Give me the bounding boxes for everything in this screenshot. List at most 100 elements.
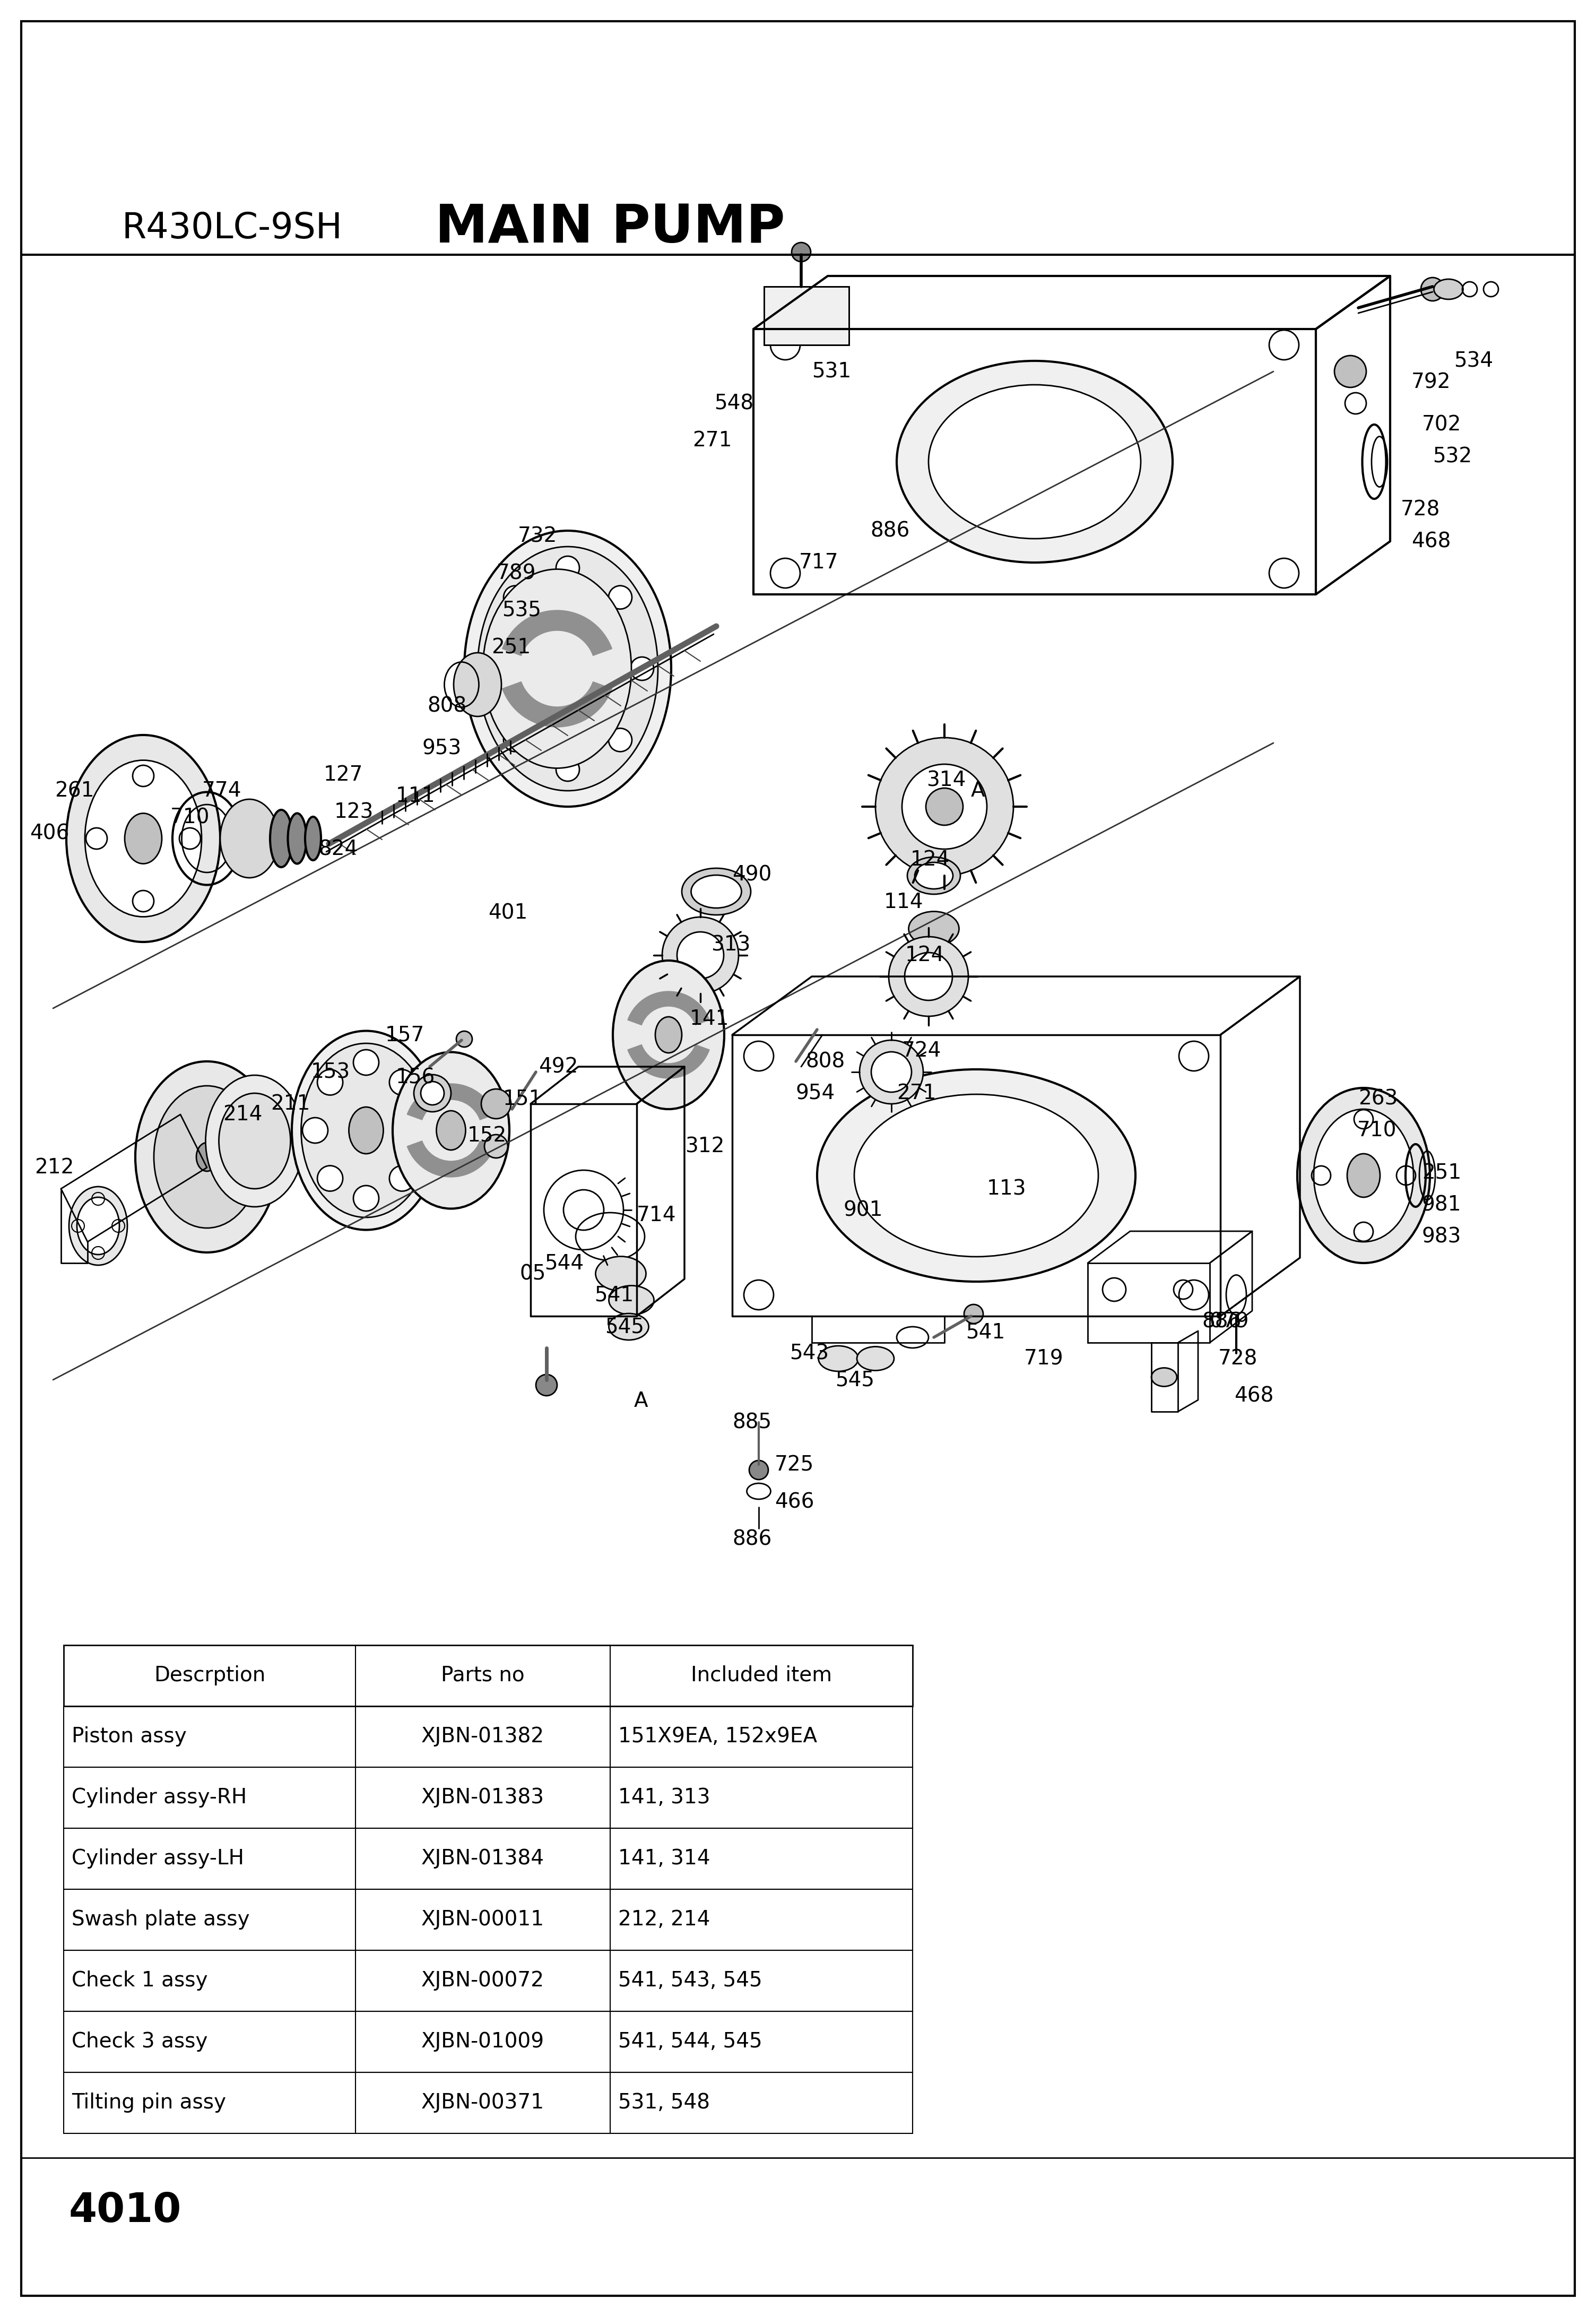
Text: Swash plate assy: Swash plate assy	[72, 1909, 249, 1930]
Text: 152: 152	[468, 1126, 506, 1147]
Circle shape	[1420, 278, 1444, 301]
Wedge shape	[407, 1084, 495, 1119]
Bar	[764, 287, 849, 345]
Circle shape	[749, 1460, 768, 1481]
Text: 732: 732	[517, 526, 557, 547]
Text: 792: 792	[1411, 373, 1451, 392]
Circle shape	[353, 1186, 378, 1212]
Text: 211: 211	[271, 1094, 310, 1114]
Circle shape	[1334, 355, 1366, 387]
Circle shape	[132, 765, 153, 785]
Ellipse shape	[270, 811, 292, 867]
Text: 774: 774	[201, 781, 241, 802]
Ellipse shape	[393, 1052, 509, 1209]
Circle shape	[179, 827, 201, 848]
Ellipse shape	[907, 857, 961, 894]
Text: 953: 953	[423, 739, 461, 758]
Wedge shape	[627, 992, 709, 1024]
Text: Included item: Included item	[691, 1666, 832, 1684]
Text: 124: 124	[910, 850, 950, 869]
Ellipse shape	[69, 1186, 128, 1265]
Text: 406: 406	[29, 823, 69, 843]
Text: XJBN-00371: XJBN-00371	[421, 2092, 544, 2113]
Text: 728: 728	[1218, 1348, 1258, 1369]
Bar	[64, 1645, 913, 1705]
Text: 05: 05	[520, 1263, 546, 1284]
Circle shape	[353, 1050, 378, 1075]
Circle shape	[318, 1165, 343, 1191]
Bar	[64, 1768, 913, 1828]
Ellipse shape	[436, 1110, 466, 1149]
Text: 312: 312	[685, 1135, 725, 1156]
Text: A: A	[970, 781, 985, 802]
Circle shape	[413, 1075, 452, 1112]
Text: 468: 468	[1411, 531, 1451, 551]
Text: A: A	[634, 1390, 648, 1411]
Ellipse shape	[608, 1314, 648, 1339]
Text: 885: 885	[733, 1411, 771, 1432]
Ellipse shape	[691, 876, 742, 908]
Circle shape	[905, 952, 953, 1001]
Text: 717: 717	[798, 551, 838, 572]
Text: 531, 548: 531, 548	[618, 2092, 710, 2113]
Ellipse shape	[854, 1094, 1098, 1256]
Text: 156: 156	[396, 1068, 436, 1087]
Text: 724: 724	[902, 1040, 942, 1061]
Circle shape	[902, 765, 986, 848]
Bar	[64, 1705, 913, 1768]
Ellipse shape	[477, 547, 658, 790]
Text: XJBN-01383: XJBN-01383	[421, 1786, 544, 1807]
Ellipse shape	[1347, 1154, 1381, 1198]
Text: Check 3 assy: Check 3 assy	[72, 2032, 207, 2051]
Ellipse shape	[287, 813, 306, 864]
Text: 541, 543, 545: 541, 543, 545	[618, 1969, 763, 1990]
Text: 153: 153	[311, 1061, 350, 1082]
Text: 271: 271	[693, 431, 733, 449]
Text: 548: 548	[713, 394, 753, 412]
Text: 261: 261	[54, 781, 94, 802]
Circle shape	[563, 1191, 603, 1230]
Circle shape	[389, 1165, 415, 1191]
Circle shape	[421, 1082, 444, 1105]
Text: 789: 789	[496, 563, 536, 584]
Circle shape	[485, 1135, 508, 1158]
Ellipse shape	[681, 869, 750, 915]
Circle shape	[536, 1374, 557, 1395]
Ellipse shape	[1298, 1089, 1430, 1263]
Ellipse shape	[136, 1061, 279, 1253]
Circle shape	[389, 1070, 415, 1096]
Text: 710: 710	[1357, 1121, 1396, 1140]
Circle shape	[871, 1052, 911, 1091]
Bar	[64, 2011, 913, 2071]
Ellipse shape	[305, 816, 321, 860]
Ellipse shape	[153, 1087, 260, 1228]
Text: 4010: 4010	[69, 2192, 182, 2231]
Bar	[64, 1888, 913, 1951]
Text: 710: 710	[171, 806, 209, 827]
Circle shape	[132, 890, 153, 911]
Text: 157: 157	[385, 1024, 425, 1045]
Ellipse shape	[897, 361, 1173, 563]
Circle shape	[555, 556, 579, 579]
Text: 141: 141	[689, 1008, 729, 1029]
Text: 886: 886	[870, 521, 910, 540]
Text: 545: 545	[605, 1316, 645, 1337]
Text: 531: 531	[812, 361, 851, 382]
Text: 124: 124	[905, 945, 945, 966]
Text: Parts no: Parts no	[440, 1666, 525, 1684]
Circle shape	[456, 1031, 472, 1047]
Text: 541, 544, 545: 541, 544, 545	[618, 2032, 763, 2051]
Text: 079: 079	[1210, 1311, 1250, 1332]
Text: 251: 251	[492, 637, 530, 658]
Ellipse shape	[857, 1346, 894, 1372]
Text: 123: 123	[334, 802, 373, 823]
Text: 141, 314: 141, 314	[618, 1849, 710, 1868]
Text: 111: 111	[396, 785, 436, 806]
Circle shape	[503, 586, 527, 609]
Ellipse shape	[484, 570, 632, 769]
Text: 212: 212	[35, 1158, 75, 1177]
Bar	[64, 2071, 913, 2134]
Ellipse shape	[1314, 1110, 1414, 1242]
Text: 113: 113	[986, 1179, 1026, 1198]
Text: 824: 824	[318, 839, 358, 860]
